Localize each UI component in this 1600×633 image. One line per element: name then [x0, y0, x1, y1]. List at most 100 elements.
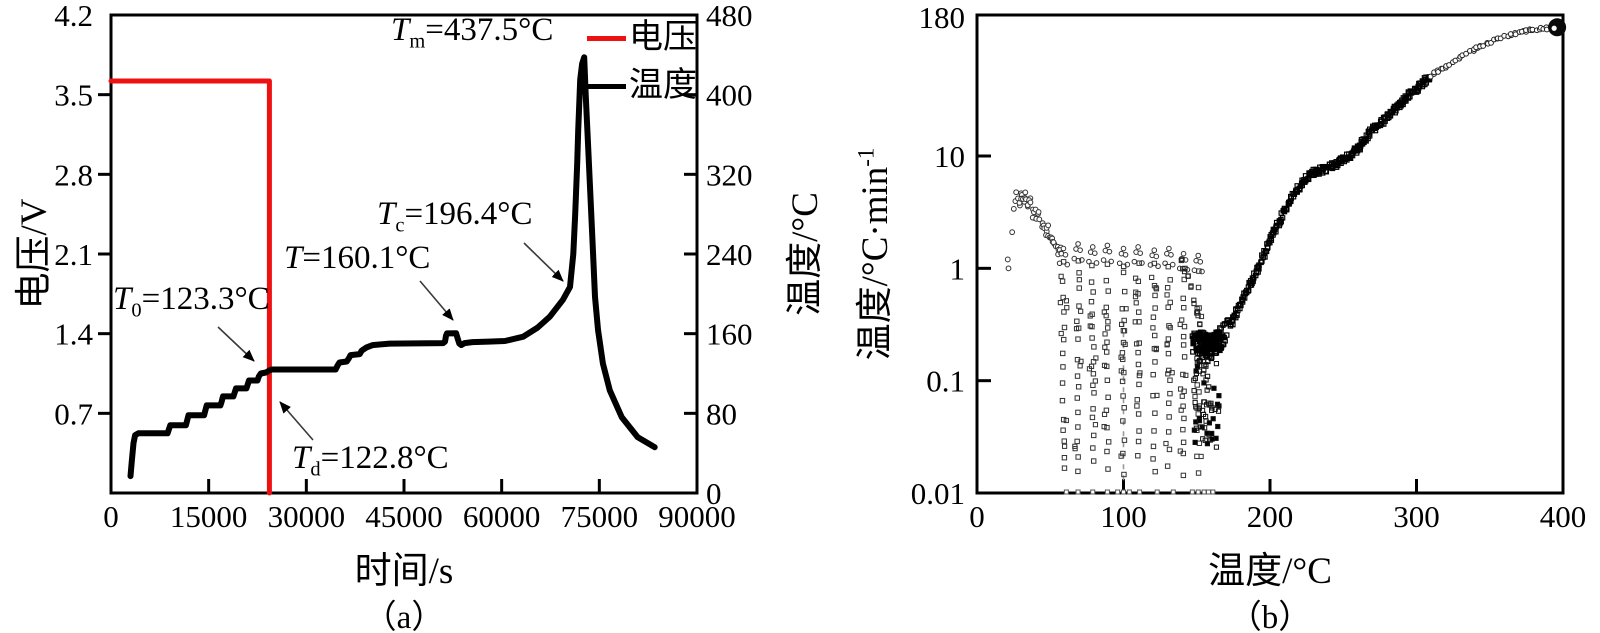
scatter-point-square [1123, 306, 1129, 312]
scatter-point-circle [1135, 244, 1141, 250]
scatter-point-square [1133, 341, 1140, 347]
scatter-point-circle [1060, 245, 1067, 252]
scatter-point-square [1060, 364, 1066, 370]
scatter-point-square [1121, 471, 1127, 478]
scatter-point-square [1135, 361, 1142, 368]
scatter-point-square [1121, 328, 1128, 334]
scatter-point-square [1061, 438, 1067, 444]
legend: 电压 温度 [587, 14, 697, 110]
scatter-point-square [1193, 425, 1199, 431]
scatter-point-square [1192, 439, 1198, 445]
scatter-point-square [1204, 430, 1210, 436]
scatter-point-square [1196, 332, 1202, 338]
scatter-point-square [1198, 453, 1204, 460]
scatter-point-square [1136, 260, 1142, 266]
scatter-point-square [1089, 414, 1096, 421]
scatter-point-circle [1137, 250, 1144, 256]
scatter-point-square [1120, 263, 1127, 270]
scatter-point-square [1211, 385, 1217, 391]
scatter-point-circle [1180, 250, 1187, 257]
scatter-point-square [1091, 458, 1097, 464]
scatter-point-square [1059, 397, 1066, 404]
scatter-point-square [1152, 292, 1158, 299]
scatter-point-square [1197, 321, 1203, 328]
scatter-point-square [1120, 269, 1127, 276]
scatter-point-circle [1197, 258, 1204, 265]
scatter-point-square [1193, 370, 1200, 377]
scatter-point-square [1063, 298, 1070, 304]
scatter-point-square [1060, 350, 1066, 357]
scatter-point-square [1090, 289, 1096, 295]
y-tick-label-voltage: 0.7 [54, 396, 93, 431]
scatter-point-square [1407, 93, 1413, 100]
annotation-arrow [419, 280, 454, 321]
scatter-point-square [1204, 387, 1210, 393]
scatter-point-square [1169, 370, 1175, 376]
y-tick-label-temperature: 160 [706, 317, 753, 352]
scatter-point-square [1073, 326, 1080, 332]
annotation-arrow [523, 242, 564, 282]
scatter-point-square [1076, 285, 1082, 291]
scatter-point-circle [1045, 222, 1052, 229]
scatter-point-square [1163, 440, 1169, 447]
scatter-point-square [1101, 411, 1108, 417]
scatter-point-square [1059, 278, 1066, 284]
scatter-point-square [1195, 411, 1201, 417]
scatter-point-square [1058, 330, 1064, 337]
scatter-point-square [1091, 432, 1097, 439]
scatter-point-square [1153, 345, 1159, 352]
legend-item-temperature: 温度 [587, 62, 697, 110]
end-blob [1548, 18, 1567, 37]
scatter-point-square [1166, 400, 1172, 406]
scatter-point-square [1194, 453, 1200, 460]
scatter-point-square [1207, 402, 1213, 408]
scatter-point-square [1072, 446, 1078, 452]
scatter-point-square [1121, 489, 1126, 495]
scatter-point-square [1060, 259, 1067, 265]
scatter-point-square [1133, 300, 1139, 306]
scatter-point-square [1075, 489, 1081, 495]
scatter-point-square [1265, 240, 1272, 246]
scatter-point-square [1137, 489, 1143, 495]
y-tick-label-temperature: 320 [706, 157, 753, 192]
scatter-point-square [1164, 342, 1170, 348]
scatter-point-square [1178, 407, 1184, 413]
scatter-point-circle [1010, 205, 1017, 212]
scatter-point-square [1076, 303, 1082, 309]
scatter-point-square [1222, 338, 1228, 344]
scatter-point-square [1136, 381, 1142, 388]
scatter-point-square [1216, 330, 1223, 337]
scatter-point-circle [1191, 267, 1198, 274]
scatter-point-square [1181, 415, 1187, 422]
scatter-point-square [1119, 306, 1126, 312]
scatter-point-square [1170, 489, 1176, 495]
scatter-point-square [1075, 424, 1081, 430]
y-tick-label-voltage: 3.5 [54, 78, 93, 113]
scatter-point-square [1215, 423, 1221, 430]
scatter-point-square [1198, 313, 1205, 320]
scatter-point-square [1181, 354, 1188, 360]
x-tick-label-a: 45000 [365, 499, 443, 534]
scatter-point-square [1059, 380, 1066, 386]
scatter-point-circle [1131, 258, 1138, 265]
scatter-point-circle [1009, 229, 1016, 236]
scatter-point-circle [1120, 245, 1127, 252]
scatter-point-square [1076, 277, 1082, 283]
scatter-point-square [1061, 309, 1067, 315]
legend-line-voltage [587, 35, 626, 41]
scatter-point-square [1188, 283, 1194, 289]
scatter-point-square [1245, 288, 1252, 294]
scatter-point-square [1268, 237, 1275, 243]
scatter-point-square [1185, 273, 1191, 279]
legend-item-voltage: 电压 [587, 14, 697, 62]
scatter-point-square [1165, 350, 1172, 357]
scatter-point-square [1166, 414, 1172, 420]
y-tick-label-rate: 10 [934, 139, 965, 174]
scatter-point-square [1064, 305, 1070, 311]
scatter-point-circle [1056, 260, 1063, 267]
x-tick-label-b: 200 [1247, 499, 1294, 534]
scatter-point-circle [1169, 261, 1176, 268]
scatter-point-square [1164, 285, 1171, 291]
